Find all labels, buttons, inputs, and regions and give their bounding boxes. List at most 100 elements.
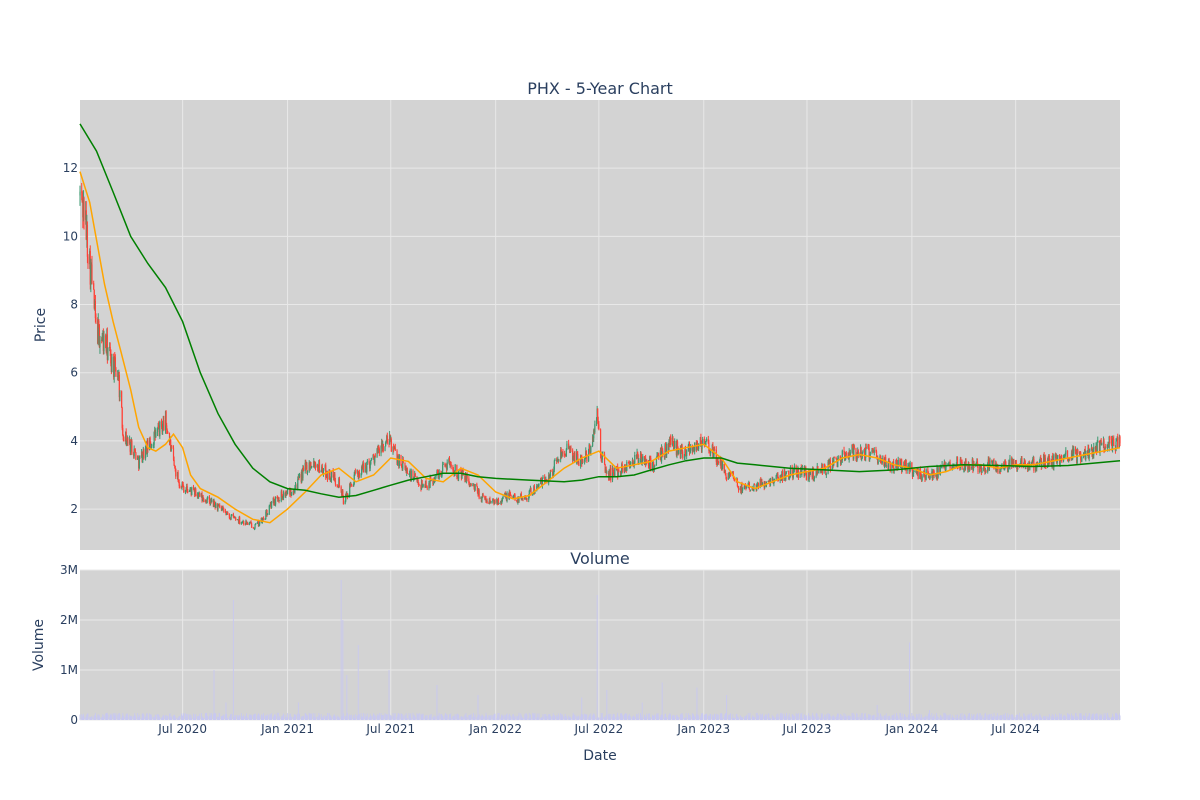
candle-body [708, 443, 710, 451]
candle-body [911, 468, 914, 477]
candle-body [489, 498, 491, 503]
candle-body [1119, 436, 1121, 444]
candle-body [310, 466, 313, 468]
candle-body [1082, 454, 1085, 458]
candle-body [725, 478, 728, 480]
candle-body [670, 436, 672, 445]
candle-body [81, 192, 83, 203]
candle-body [105, 335, 107, 349]
candle-body [87, 256, 89, 265]
candle-body [714, 449, 716, 450]
candle-body [953, 464, 955, 468]
candle-body [369, 463, 371, 469]
candle-body [684, 449, 686, 457]
candle-body [548, 475, 550, 484]
candle-body [566, 443, 568, 450]
candle-body [436, 471, 439, 473]
candle-body [580, 455, 582, 467]
candle-body [119, 391, 121, 398]
candle-body [392, 446, 394, 452]
candle-body [215, 503, 217, 508]
candle-body [611, 468, 614, 480]
candle-body [259, 522, 261, 525]
candle-body [440, 475, 443, 477]
candle-body [208, 496, 211, 503]
candle-body [741, 488, 744, 491]
candle-body [290, 489, 292, 496]
candle-body [470, 483, 472, 486]
candle-body [819, 470, 821, 473]
candle-body [540, 478, 542, 481]
candle-body [402, 459, 404, 470]
candle-body [839, 457, 841, 459]
candle-body [256, 522, 258, 524]
candle-body [302, 467, 305, 471]
candle-body [594, 424, 596, 433]
candle-body [462, 470, 464, 476]
candle-body [788, 477, 790, 479]
candle-body [662, 450, 664, 456]
candle-body [150, 446, 152, 449]
candle-body [501, 498, 504, 500]
green-moving-average-line [79, 123, 1121, 498]
candle-body [354, 471, 356, 475]
candle-body [1032, 459, 1034, 463]
candle-body [646, 459, 648, 463]
candle-body [497, 499, 500, 504]
candle-body [586, 455, 588, 462]
candle-body [152, 444, 155, 446]
candle-body [808, 472, 810, 480]
candle-body [565, 449, 567, 457]
candle-body [844, 452, 846, 461]
candle-body [641, 460, 643, 463]
candle-body [166, 425, 168, 430]
candle-body [160, 421, 163, 427]
candle-body [290, 494, 293, 496]
candle-body [426, 487, 428, 489]
candle-body [107, 347, 109, 360]
candle-body [184, 490, 187, 493]
candle-body [99, 339, 101, 348]
candle-body [284, 492, 286, 496]
candle-body [534, 491, 536, 494]
candle-body [969, 467, 971, 469]
candle-body [983, 465, 985, 471]
candle-body [920, 473, 922, 478]
candle-body [442, 464, 444, 472]
candle-body [172, 447, 175, 460]
candle-body [1115, 441, 1117, 452]
candle-body [123, 439, 125, 442]
candle-body [533, 486, 536, 494]
candle-body [1027, 468, 1029, 470]
candle-body [552, 473, 554, 476]
candle-body [647, 462, 650, 466]
candle-body [165, 411, 167, 426]
candle-body [706, 439, 708, 442]
candle-body [992, 460, 994, 462]
candle-body [776, 475, 778, 476]
candle-body [175, 468, 177, 477]
candle-body [641, 456, 643, 463]
candle-body [893, 461, 895, 471]
candle-body [827, 461, 829, 474]
candle-body [219, 504, 221, 507]
candle-body [249, 522, 251, 524]
candle-body [385, 442, 387, 447]
candle-body [745, 487, 748, 488]
candle-body [572, 450, 574, 461]
candle-body [366, 460, 368, 463]
candle-body [166, 429, 168, 433]
candle-body [813, 479, 815, 480]
candle-body [724, 470, 727, 476]
candle-body [655, 457, 658, 466]
candle-body [320, 470, 322, 473]
candle-body [193, 487, 195, 491]
candle-body [1088, 451, 1090, 459]
candle-body [432, 479, 435, 485]
candle-body [889, 460, 891, 462]
candle-body [833, 456, 835, 458]
candle-body [501, 499, 503, 504]
candle-body [207, 496, 209, 498]
candle-body [170, 440, 172, 451]
